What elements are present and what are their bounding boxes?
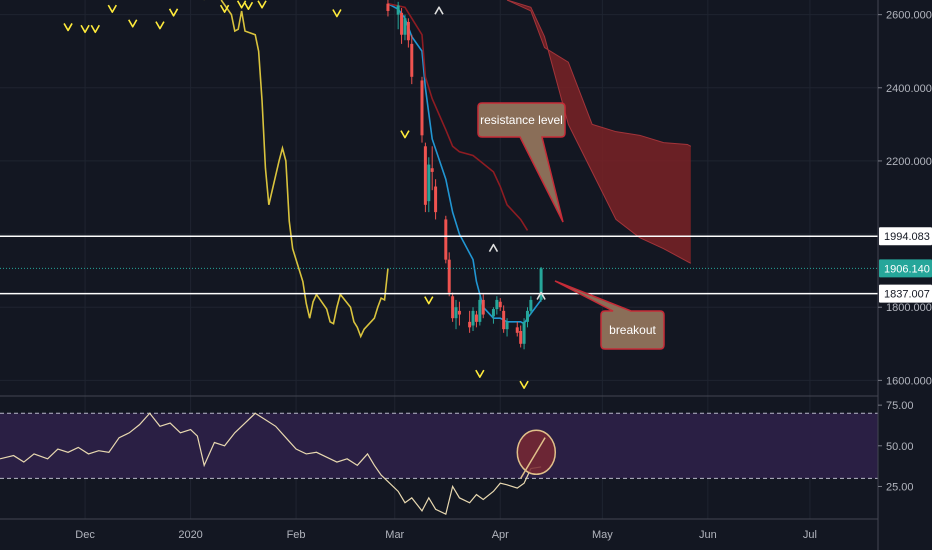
markers (63, 0, 546, 389)
candle-body (539, 268, 543, 300)
time-tick-label: Dec (75, 529, 95, 541)
time-tick-label: May (592, 529, 613, 541)
candle-body (495, 299, 499, 310)
candle-body (474, 314, 478, 322)
lagging-span (220, 0, 389, 339)
ichimoku-cloud (506, 0, 692, 264)
candle-body (454, 307, 458, 319)
down-marker (332, 9, 342, 18)
up-marker (434, 6, 444, 15)
rsi-panel (0, 412, 878, 515)
down-marker (80, 24, 90, 34)
up-marker (536, 291, 546, 300)
candle-body (427, 164, 431, 202)
candle-body (386, 3, 390, 11)
down-marker (424, 296, 434, 305)
candle-body (406, 21, 410, 41)
cloud-upper-edge (506, 0, 692, 147)
candle-body (498, 301, 502, 308)
resistance-callout-text: resistance level (480, 113, 563, 127)
resistance-callout-box (477, 102, 566, 223)
price-tick-label: 1600.000 (886, 375, 932, 387)
down-marker (90, 24, 100, 34)
down-marker (155, 21, 165, 30)
time-tick-label: Jul (803, 529, 817, 541)
down-marker (257, 0, 267, 9)
candle-body (491, 309, 495, 317)
candle-body (447, 259, 451, 293)
candle-body (519, 330, 523, 344)
down-marker (236, 0, 247, 9)
cloud-lower-edge (506, 0, 692, 264)
candle-body (505, 321, 509, 330)
down-marker (519, 380, 529, 389)
price-tick-label: 2600.000 (886, 10, 932, 22)
candle-body (522, 321, 526, 344)
time-tick-label: Mar (385, 529, 404, 541)
candle-body (434, 186, 438, 213)
down-marker (128, 19, 138, 28)
breakout-callout-text: breakout (609, 323, 656, 337)
indicator-lines (220, 0, 542, 339)
down-marker (107, 4, 117, 13)
candle-body (403, 18, 407, 35)
price-tick-label: 2400.000 (886, 83, 932, 95)
rsi-line (0, 412, 542, 515)
candle-body (468, 321, 472, 328)
candles (386, 0, 543, 350)
grid (0, 0, 932, 520)
price-axis: 2600.000 2400.000 2200.000 1800.000 1600.000… (75, 0, 932, 550)
time-tick-label: Feb (287, 529, 306, 541)
candle-body (444, 219, 448, 260)
breakout-price-tag-background (879, 284, 932, 303)
down-marker (219, 4, 230, 13)
down-marker (243, 1, 254, 11)
rsi-tick-label: 75.00 (886, 400, 914, 412)
down-marker (63, 23, 73, 32)
resistance-price-tag-background (879, 227, 932, 246)
candle-body (481, 299, 485, 315)
base-line (387, 2, 529, 231)
time-tick-label: Apr (492, 529, 509, 541)
current-price-tag: 1906.140 (884, 263, 930, 275)
breakout-price-tag: 1837.007 (884, 289, 930, 301)
candle-body (525, 310, 529, 322)
rsi-band-fill (0, 413, 878, 479)
rsi-tick-label: 25.00 (886, 481, 914, 493)
candle-body (396, 5, 400, 15)
candle-body (515, 327, 519, 333)
rsi-highlight-arrow (520, 437, 546, 479)
candle-body (457, 310, 461, 315)
horizontal-levels (0, 235, 878, 295)
down-marker (168, 8, 179, 17)
candle-body (471, 310, 475, 326)
candle-body (478, 299, 482, 322)
price-tick-label: 1800.000 (886, 302, 932, 314)
candle-body (423, 146, 427, 205)
candle-body (420, 80, 424, 136)
time-tick-label: 2020 (178, 529, 202, 541)
candle-body (400, 12, 404, 35)
conversion-line (387, 2, 542, 325)
price-tick-label: 2200.000 (886, 156, 932, 168)
candle-body (451, 296, 455, 319)
time-tick-label: Jun (699, 529, 717, 541)
up-marker (488, 243, 499, 253)
candle-body (430, 168, 434, 172)
breakout-callout-box (554, 280, 665, 350)
rsi-tick-label: 50.00 (886, 441, 914, 453)
callouts: resistance level breakout (477, 102, 665, 350)
current-price-tag-background (879, 259, 932, 278)
cloud-area (507, 0, 691, 264)
resistance-price-tag: 1994.083 (884, 231, 930, 243)
down-marker (475, 369, 485, 378)
candle-body (410, 43, 414, 77)
down-marker (400, 130, 410, 139)
candle-body (529, 299, 533, 311)
candle-body (502, 310, 506, 330)
